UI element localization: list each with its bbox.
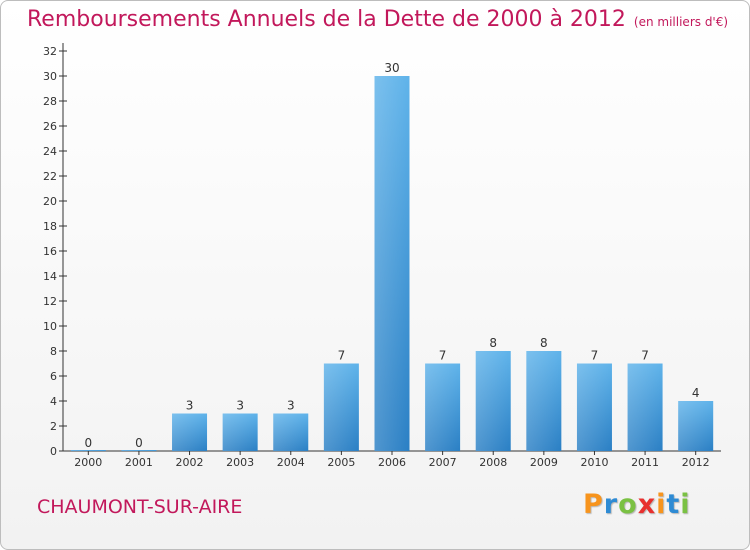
bar-shine-2001 bbox=[121, 450, 157, 451]
value-label-2005: 7 bbox=[338, 349, 346, 363]
value-label-2007: 7 bbox=[439, 349, 447, 363]
bar-shine-2003 bbox=[222, 413, 258, 451]
y-tick-label: 16 bbox=[43, 245, 57, 258]
value-label-2009: 8 bbox=[540, 336, 548, 350]
logo-letter: P bbox=[583, 489, 604, 520]
y-tick-label: 28 bbox=[43, 95, 57, 108]
bar-shine-2005 bbox=[323, 363, 359, 451]
y-tick-label: 0 bbox=[50, 445, 57, 458]
y-tick-label: 4 bbox=[50, 395, 57, 408]
value-label-2006: 30 bbox=[384, 61, 399, 75]
value-label-2002: 3 bbox=[186, 399, 194, 413]
proxiti-logo: Proxiti bbox=[583, 489, 691, 520]
y-tick-label: 24 bbox=[43, 145, 57, 158]
y-tick-label: 18 bbox=[43, 220, 57, 233]
value-label-2003: 3 bbox=[236, 399, 244, 413]
logo-letter: r bbox=[603, 489, 619, 520]
x-tick-label: 2005 bbox=[327, 456, 355, 469]
y-tick-label: 20 bbox=[43, 195, 57, 208]
location-name: CHAUMONT-SUR-AIRE bbox=[37, 496, 243, 518]
y-tick-label: 12 bbox=[43, 295, 57, 308]
x-axis: 2000 2001 2002 2003 2004 2005 2006 2007 2008 2009… bbox=[63, 450, 721, 469]
logo-letter: t bbox=[666, 489, 681, 520]
logo-letter: i bbox=[680, 489, 691, 520]
bar-shine-2009 bbox=[526, 351, 562, 451]
x-tick-label: 2006 bbox=[378, 456, 406, 469]
value-label-2008: 8 bbox=[489, 336, 497, 350]
y-tick-label: 8 bbox=[50, 345, 57, 358]
y-tick-label: 30 bbox=[43, 70, 57, 83]
y-tick-label: 32 bbox=[43, 45, 57, 58]
bar-shine-2002 bbox=[172, 413, 208, 451]
chart-subtitle: (en milliers d'€) bbox=[633, 15, 729, 29]
x-tick-label: 2002 bbox=[176, 456, 204, 469]
bar-shine-2010 bbox=[576, 363, 612, 451]
y-tick-label: 6 bbox=[50, 370, 57, 383]
x-tick-label: 2007 bbox=[429, 456, 457, 469]
value-labels: 0 0 3 3 3 7 30 7 8 8 7 7 4 bbox=[84, 61, 699, 450]
bar-shine-2004 bbox=[273, 413, 309, 451]
bar-shine-2008 bbox=[475, 351, 511, 451]
value-label-2001: 0 bbox=[135, 436, 143, 450]
value-label-2000: 0 bbox=[84, 436, 92, 450]
y-tick-label: 22 bbox=[43, 170, 57, 183]
bar-shine-2007 bbox=[425, 363, 461, 451]
x-tick-label: 2012 bbox=[682, 456, 710, 469]
x-tick-label: 2001 bbox=[125, 456, 153, 469]
value-label-2004: 3 bbox=[287, 399, 295, 413]
y-tick-label: 10 bbox=[43, 320, 57, 333]
x-tick-label: 2003 bbox=[226, 456, 254, 469]
x-tick-label: 2011 bbox=[631, 456, 659, 469]
y-tick-label: 26 bbox=[43, 120, 57, 133]
logo-letter: i bbox=[656, 489, 667, 520]
logo-letter: o bbox=[618, 489, 638, 520]
value-label-2011: 7 bbox=[641, 349, 649, 363]
logo-letter: x bbox=[637, 489, 657, 520]
chart-title-text: Remboursements Annuels de la Dette de 20… bbox=[27, 7, 626, 32]
y-tick-label: 14 bbox=[43, 270, 57, 283]
x-tick-label: 2004 bbox=[277, 456, 305, 469]
chart-title: Remboursements Annuels de la Dette de 20… bbox=[27, 7, 728, 32]
x-tick-label: 2009 bbox=[530, 456, 558, 469]
x-tick-label: 2000 bbox=[74, 456, 102, 469]
value-label-2012: 4 bbox=[692, 386, 700, 400]
bar-shine-2006 bbox=[374, 76, 410, 451]
value-label-2010: 7 bbox=[591, 349, 599, 363]
bar-shine-2012 bbox=[678, 401, 714, 451]
x-tick-label: 2010 bbox=[580, 456, 608, 469]
bar-shine-2000 bbox=[70, 450, 106, 451]
bar-shine-2011 bbox=[627, 363, 663, 451]
x-tick-label: 2008 bbox=[479, 456, 507, 469]
y-tick-label: 2 bbox=[50, 420, 57, 433]
bars bbox=[70, 76, 714, 451]
